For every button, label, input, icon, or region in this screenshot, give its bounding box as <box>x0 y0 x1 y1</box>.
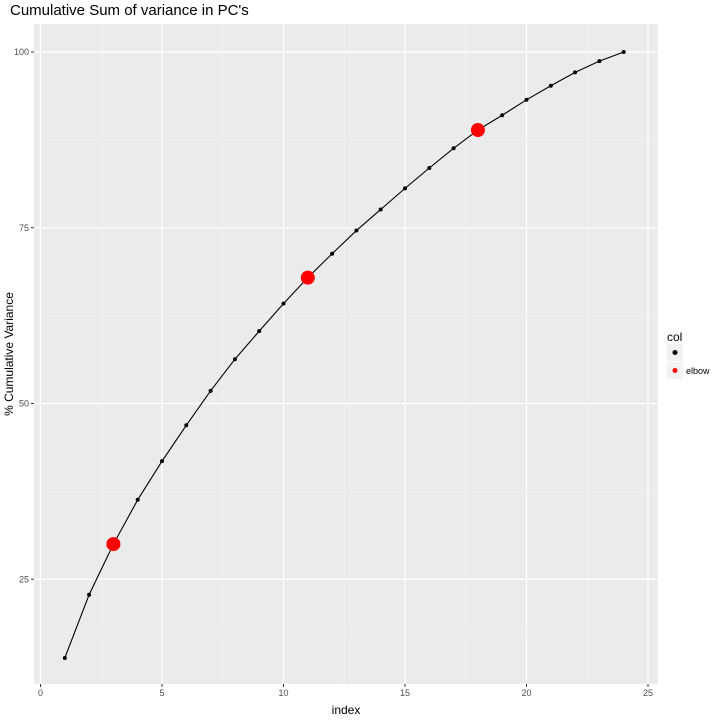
x-tick-label: 10 <box>278 688 288 698</box>
y-tick-label: 75 <box>19 223 29 233</box>
legend: col elbow <box>667 330 710 379</box>
legend-title: col <box>667 330 682 344</box>
x-axis-ticks: 0 5 10 15 20 25 <box>38 684 653 698</box>
chart-title: Cumulative Sum of variance in PC's <box>10 2 249 19</box>
legend-black-dot <box>672 350 678 355</box>
data-point <box>573 70 578 75</box>
data-point <box>500 113 505 118</box>
x-tick-label: 0 <box>38 688 43 698</box>
x-tick-label: 25 <box>643 688 653 698</box>
data-point <box>354 228 359 233</box>
data-point <box>281 301 286 306</box>
data-point <box>548 83 553 88</box>
data-point <box>87 592 92 597</box>
elbow-point <box>470 123 485 138</box>
data-point <box>208 388 213 393</box>
x-tick-label: 15 <box>400 688 410 698</box>
y-axis-ticks: 25 50 75 100 <box>14 47 34 584</box>
y-tick-label: 100 <box>14 47 29 57</box>
data-point <box>451 146 456 151</box>
data-point <box>257 329 262 334</box>
major-grid <box>34 24 658 684</box>
data-point <box>135 497 140 502</box>
elbow-point <box>106 537 121 552</box>
x-axis-title: index <box>332 703 361 717</box>
data-point <box>160 459 164 464</box>
legend-label-elbow: elbow <box>686 366 710 376</box>
elbow-points <box>106 123 485 552</box>
data-point <box>232 357 237 362</box>
x-tick-label: 5 <box>159 688 164 698</box>
data-point <box>403 186 407 191</box>
x-tick-label: 20 <box>521 688 531 698</box>
data-point <box>524 97 529 102</box>
data-point <box>597 59 602 64</box>
data-point <box>62 655 67 660</box>
data-point <box>621 50 626 54</box>
elbow-point <box>300 270 315 285</box>
data-point <box>427 165 432 170</box>
y-axis-title: % Cumulative Variance <box>2 292 16 416</box>
y-tick-label: 25 <box>19 574 29 584</box>
data-point <box>330 251 335 256</box>
data-point <box>378 207 383 212</box>
data-point <box>184 423 189 428</box>
cumulative-variance-line <box>64 51 624 659</box>
y-tick-label: 50 <box>19 399 29 409</box>
plot-panel <box>34 24 658 684</box>
legend-red-dot <box>672 368 678 373</box>
minor-grid <box>34 24 658 684</box>
